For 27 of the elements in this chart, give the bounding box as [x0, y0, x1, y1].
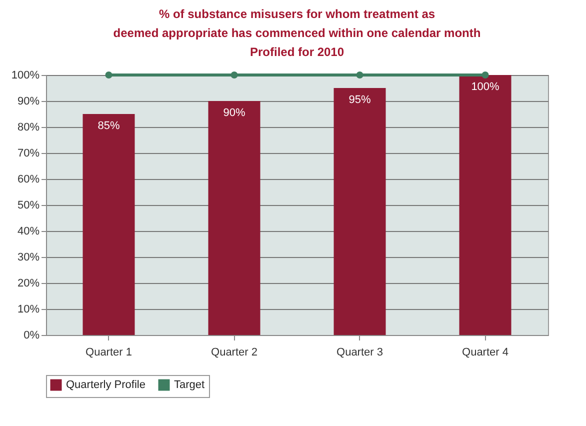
legend-label: Target	[174, 379, 205, 391]
y-tick-label: 20%	[17, 278, 40, 290]
y-tick-label: 10%	[17, 304, 40, 316]
data-label: 85%	[98, 120, 120, 132]
bar	[208, 101, 260, 335]
y-tick-label: 40%	[17, 226, 40, 238]
bar	[82, 114, 135, 335]
y-tick-label: 80%	[17, 122, 40, 134]
y-tick-label: 0%	[24, 330, 40, 342]
data-label: 100%	[471, 81, 500, 93]
data-label: 95%	[348, 94, 371, 106]
chart-subtitle: Profiled for 2010	[250, 45, 344, 59]
x-tick-label: Quarter 1	[86, 346, 132, 358]
y-tick-label: 90%	[17, 96, 40, 108]
y-tick-label: 50%	[17, 200, 40, 212]
x-tick-label: Quarter 4	[462, 346, 508, 358]
data-label: 90%	[223, 107, 246, 119]
x-tick-label: Quarter 2	[211, 346, 258, 358]
bar	[459, 75, 512, 335]
y-tick-label: 100%	[11, 70, 40, 82]
legend-label: Quarterly Profile	[66, 379, 146, 391]
y-tick-label: 70%	[17, 148, 40, 160]
bar	[334, 88, 386, 335]
x-tick-label: Quarter 3	[336, 346, 383, 358]
chart-title: % of substance misusers for whom treatment as deemed appropriate has commenced within one calendar month	[113, 7, 481, 40]
y-tick-label: 60%	[17, 174, 40, 186]
y-tick-label: 30%	[17, 252, 40, 264]
